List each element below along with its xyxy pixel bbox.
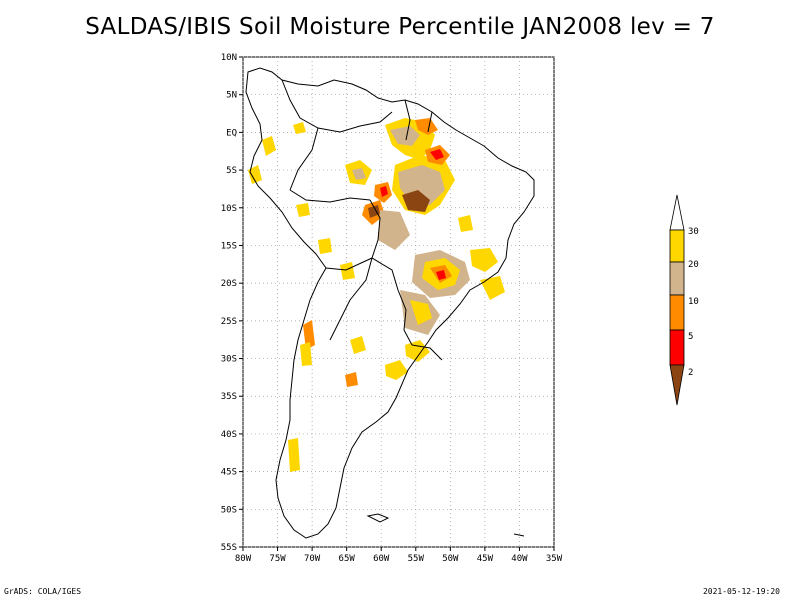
percentile-patch — [248, 165, 262, 184]
latitude-label: 25S — [221, 317, 237, 327]
percentile-patch — [296, 203, 310, 217]
percentile-shading — [248, 118, 505, 472]
longitude-label: 50W — [442, 554, 459, 564]
longitude-label: 80W — [235, 554, 252, 564]
colorbar-20-30 — [669, 229, 685, 263]
percentile-patch — [380, 186, 388, 197]
percentile-patch — [430, 149, 444, 160]
coastline — [245, 67, 535, 539]
percentile-patch — [345, 372, 358, 387]
colorbar-label: 2 — [688, 368, 693, 378]
colorbar-below-2 — [669, 364, 685, 406]
percentile-patch — [405, 340, 430, 362]
latitude-label: 15S — [221, 241, 237, 251]
colorbar-label: 30 — [688, 227, 699, 237]
percentile-patch — [352, 168, 366, 180]
longitude-labels: 80W 75W 70W 65W 60W 55W 50W 45W 40W 35W — [235, 547, 563, 564]
latitude-label: 5S — [226, 166, 237, 176]
latitude-label: EQ — [226, 128, 237, 138]
country-border — [281, 79, 341, 133]
latitude-label: 50S — [221, 505, 237, 515]
latitude-label: 10N — [221, 53, 237, 63]
footer-timestamp: 2021-05-12-19:20 — [702, 587, 780, 596]
latitude-label: 45S — [221, 468, 237, 478]
percentile-patch — [458, 215, 473, 232]
percentile-patch — [368, 205, 380, 218]
colorbar-label: 10 — [688, 297, 699, 307]
longitude-label: 55W — [408, 554, 425, 564]
falkland-islands — [366, 513, 390, 523]
colorbar-10-20 — [669, 261, 685, 296]
country-border — [397, 289, 413, 346]
percentile-patch — [350, 336, 366, 354]
percentile-patch — [262, 136, 276, 156]
longitude-label: 60W — [373, 554, 390, 564]
percentile-patch — [390, 126, 420, 146]
south-georgia — [513, 533, 525, 537]
latitude-labels: 10N 5N EQ 5S 10S 15S 20S 25S 30S 35S 40S 45S 50S 55S — [221, 53, 243, 553]
percentile-patch — [303, 320, 315, 350]
colorbar-5-10 — [669, 294, 685, 331]
longitude-label: 75W — [269, 554, 286, 564]
footer-credit: GrADS: COLA/IGES — [4, 587, 82, 596]
longitude-label: 65W — [339, 554, 356, 564]
percentile-patch — [318, 238, 332, 254]
latitude-label: 5N — [226, 91, 237, 101]
percentile-patch — [402, 190, 430, 212]
percentile-patch — [436, 270, 446, 280]
latitude-label: 20S — [221, 279, 237, 289]
colorbar-label: 20 — [688, 260, 699, 270]
longitude-label: 40W — [511, 554, 528, 564]
percentile-patch — [415, 118, 438, 135]
country-border — [411, 344, 443, 361]
colorbar-2-5 — [669, 329, 685, 366]
colorbar-above-30 — [669, 194, 685, 231]
country-border — [329, 257, 373, 341]
percentile-patch — [293, 122, 306, 134]
percentile-patch — [288, 438, 300, 472]
colorbar: 30 20 10 5 2 — [669, 194, 699, 406]
country-border — [404, 99, 411, 141]
latitude-label: 40S — [221, 430, 237, 440]
country-border — [289, 189, 371, 203]
percentile-patch — [385, 360, 408, 380]
country-border — [339, 111, 393, 133]
longitude-label: 45W — [477, 554, 494, 564]
longitude-label: 35W — [546, 554, 563, 564]
south-america-outline — [245, 67, 535, 539]
longitude-label: 70W — [304, 554, 321, 564]
latitude-label: 55S — [221, 543, 237, 553]
map-title: SALDAS/IBIS Soil Moisture Percentile JAN… — [85, 14, 715, 40]
colorbar-label: 5 — [688, 332, 693, 342]
latitude-label: 35S — [221, 392, 237, 402]
graticule — [242, 56, 555, 548]
percentile-patch — [378, 210, 410, 250]
percentile-patch — [410, 300, 432, 325]
latitude-label: 30S — [221, 355, 237, 365]
percentile-patch — [480, 276, 505, 300]
percentile-patch — [470, 248, 498, 272]
country-border — [369, 199, 381, 259]
percentile-patch — [300, 342, 312, 366]
percentile-patch — [340, 262, 355, 280]
country-border — [289, 127, 319, 191]
latitude-label: 10S — [221, 204, 237, 214]
country-border — [427, 111, 433, 133]
